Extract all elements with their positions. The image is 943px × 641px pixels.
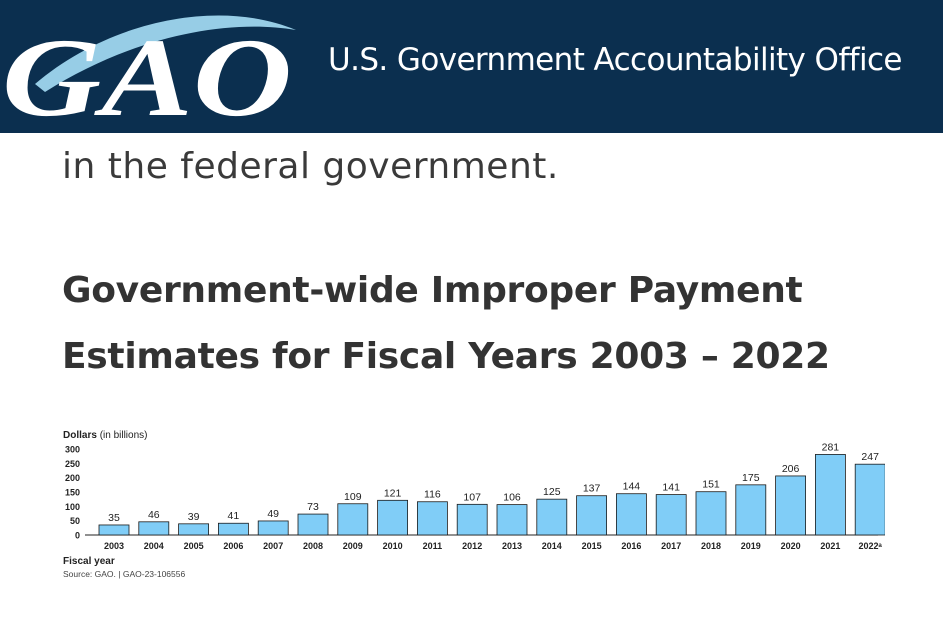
x-tick-label: 2008 [303, 541, 323, 551]
bar-value-label: 247 [861, 451, 879, 463]
x-tick-label: 2006 [223, 541, 243, 551]
y-tick-label: 300 [65, 445, 80, 455]
bar [576, 495, 607, 536]
bar-value-label: 49 [267, 508, 279, 520]
bar-value-label: 116 [424, 489, 441, 501]
bar [337, 503, 369, 536]
x-tick-label: 2014 [542, 541, 562, 551]
y-tick-label: 50 [70, 516, 80, 526]
bar-value-label: 206 [782, 463, 800, 475]
x-tick-label: 2011 [423, 541, 443, 551]
x-tick-label: 2019 [741, 541, 761, 551]
chart-heading: Government-wide Improper Payment Estimat… [62, 258, 922, 390]
y-tick-label: 150 [65, 488, 80, 498]
bar-value-label: 281 [822, 441, 840, 453]
y-tick-label: 0 [75, 531, 80, 541]
bar [217, 522, 249, 536]
bar-value-label: 35 [108, 512, 120, 524]
bar [695, 491, 727, 536]
bar [735, 484, 767, 536]
bar [655, 494, 687, 536]
bar-value-label: 109 [344, 491, 362, 503]
bar [854, 463, 885, 536]
heading-line-2: Estimates for Fiscal Years 2003 – 2022 [62, 336, 830, 377]
x-tick-label: 2009 [343, 541, 363, 551]
bar-value-label: 137 [583, 483, 601, 495]
bar [536, 498, 568, 536]
bar [377, 499, 409, 536]
x-tick-label: 2020 [781, 541, 801, 551]
heading-line-1: Government-wide Improper Payment [62, 270, 803, 311]
bar [416, 501, 448, 536]
y-axis-label-bold: Dollars [63, 430, 97, 441]
improper-payments-chart: Dollars (in billions) 0 50 100 150 200 250 300… [63, 430, 885, 579]
y-axis-label-unit: (in billions) [100, 430, 148, 441]
bar [496, 504, 528, 536]
gao-logo[interactable]: GAO [0, 0, 300, 133]
bar [138, 521, 170, 536]
bar-value-label: 175 [742, 472, 760, 484]
y-tick-label: 250 [65, 459, 80, 469]
x-tick-label: 2007 [263, 541, 283, 551]
bar [616, 493, 647, 536]
bar-value-label: 41 [228, 510, 240, 522]
lead-text: in the federal government. [62, 146, 559, 187]
bar [297, 513, 329, 536]
x-tick-label: 2010 [383, 541, 403, 551]
bar-value-label: 125 [543, 486, 561, 498]
bar-value-label: 46 [148, 509, 160, 521]
x-tick-label: 2016 [621, 541, 641, 551]
org-name: U.S. Government Accountability Office [328, 42, 903, 78]
bar-value-label: 73 [307, 501, 319, 513]
y-tick-label: 200 [65, 473, 80, 483]
x-tick-label: 2004 [144, 541, 164, 551]
x-tick-label: 2005 [184, 541, 204, 551]
bar-value-label: 107 [463, 491, 481, 503]
x-tick-label: 2021 [820, 541, 840, 551]
bar-value-label: 106 [503, 492, 521, 504]
x-axis-label: Fiscal year [63, 556, 115, 567]
y-tick-label: 100 [65, 502, 80, 512]
y-axis-label: Dollars (in billions) [63, 430, 147, 441]
bar-value-label: 144 [623, 481, 641, 493]
x-tick-label: 2018 [701, 541, 721, 551]
logo-text: GAO [2, 16, 292, 133]
x-tick-label: 2003 [104, 541, 124, 551]
chart-source: Source: GAO. | GAO-23-106556 [63, 569, 185, 579]
bar [178, 523, 209, 536]
bar [257, 520, 289, 536]
bar [98, 524, 130, 536]
x-tick-label: 2012 [462, 541, 482, 551]
bar [456, 503, 488, 536]
x-tick-label: 2022ᵃ [858, 541, 882, 551]
bar [815, 454, 846, 536]
bar-value-label: 151 [702, 479, 720, 491]
bar-value-label: 121 [384, 487, 402, 499]
x-tick-label: 2015 [582, 541, 602, 551]
bar-value-label: 141 [662, 482, 680, 494]
x-tick-label: 2017 [661, 541, 681, 551]
bar [775, 475, 806, 536]
x-tick-label: 2013 [502, 541, 522, 551]
bar-value-label: 39 [188, 511, 200, 523]
site-header: GAO U.S. Government Accountability Offic… [0, 0, 943, 133]
